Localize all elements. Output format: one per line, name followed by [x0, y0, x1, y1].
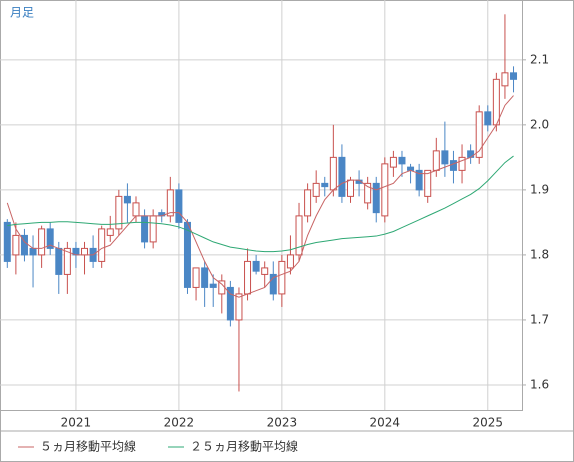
candle-body [484, 111, 492, 126]
moving-average-line [6, 95, 514, 298]
y-tick-label: 1.7 [530, 312, 549, 326]
candle-body [458, 156, 466, 171]
candle-body [441, 150, 449, 165]
candle-body [226, 286, 234, 321]
candle-body [501, 72, 509, 87]
candle-body [46, 228, 54, 249]
candle-body [63, 247, 71, 275]
x-tick-label: 2021 [61, 416, 92, 430]
legend-label: ２５ヵ月移動平均線 [190, 439, 298, 454]
candle-body [510, 72, 518, 80]
candle-body [261, 267, 269, 275]
candle-body [209, 283, 217, 288]
y-tick-label: 2.0 [530, 117, 549, 131]
candle-body [115, 195, 123, 230]
candle-body [372, 182, 380, 214]
candle-body [492, 78, 500, 126]
candle-body [183, 221, 191, 288]
candle-body [235, 293, 243, 321]
candle-body [98, 228, 106, 262]
candle-body [123, 195, 131, 204]
candle-body [398, 156, 406, 165]
candle-body [166, 189, 174, 217]
candle-body [38, 228, 46, 256]
y-tick-label: 1.9 [530, 182, 549, 196]
x-tick-label: 2023 [267, 416, 298, 430]
y-tick-label: 1.8 [530, 247, 549, 261]
candle-body [304, 189, 312, 217]
candle-body [381, 163, 389, 217]
candle-body [12, 234, 20, 256]
candle-body [415, 169, 423, 191]
candle-body [321, 182, 329, 188]
candle-body [192, 267, 200, 288]
candle-body [338, 156, 346, 197]
x-tick-label: 2022 [164, 416, 195, 430]
candle-body [244, 260, 252, 295]
candle-body [449, 160, 457, 171]
candle-body [141, 215, 149, 243]
legend-label: ５ヵ月移動平均線 [40, 439, 136, 454]
candle-body [347, 179, 354, 197]
candle-body [432, 150, 440, 171]
candle-body [278, 260, 286, 295]
candle-body [389, 156, 397, 168]
x-tick-label: 2024 [370, 416, 401, 430]
y-tick-label: 2.1 [530, 52, 549, 66]
candle-body [201, 267, 209, 288]
moving-average-line [7, 155, 514, 253]
plot-border [0, 0, 523, 411]
chart-label: 月足 [10, 6, 34, 20]
x-tick-label: 2025 [473, 416, 504, 430]
candle-body [269, 273, 277, 295]
candle-body [3, 221, 11, 262]
candle-body [286, 254, 294, 269]
candle-body [29, 247, 37, 256]
candle-body [149, 215, 157, 243]
candle-body [329, 156, 337, 191]
candle-body [106, 228, 114, 236]
candle-body [252, 260, 260, 272]
candle-body [55, 247, 63, 275]
candle-body [364, 182, 372, 204]
candle-body [132, 202, 140, 217]
candle-body [295, 215, 303, 256]
candle-body [424, 169, 432, 197]
candle-body [312, 182, 320, 197]
y-tick-label: 1.6 [530, 377, 549, 391]
candle-body [475, 111, 483, 158]
candle-body [81, 247, 89, 256]
candle-body [175, 189, 183, 223]
candle-body [20, 234, 28, 256]
